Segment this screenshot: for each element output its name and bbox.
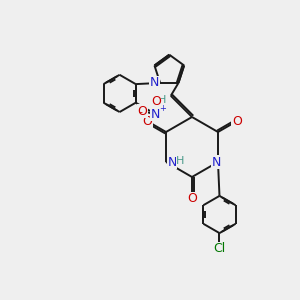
Text: N: N — [212, 155, 221, 169]
Text: O: O — [187, 192, 197, 206]
Text: N: N — [150, 76, 159, 89]
Text: N: N — [151, 108, 160, 121]
Text: O: O — [232, 115, 242, 128]
Text: N: N — [167, 155, 177, 169]
Text: +: + — [160, 104, 167, 113]
Text: H: H — [158, 95, 166, 105]
Text: O: O — [137, 105, 147, 118]
Text: O: O — [142, 115, 152, 128]
Text: H: H — [176, 155, 184, 166]
Text: -: - — [139, 107, 142, 117]
Text: O: O — [151, 95, 161, 108]
Text: Cl: Cl — [213, 242, 226, 255]
